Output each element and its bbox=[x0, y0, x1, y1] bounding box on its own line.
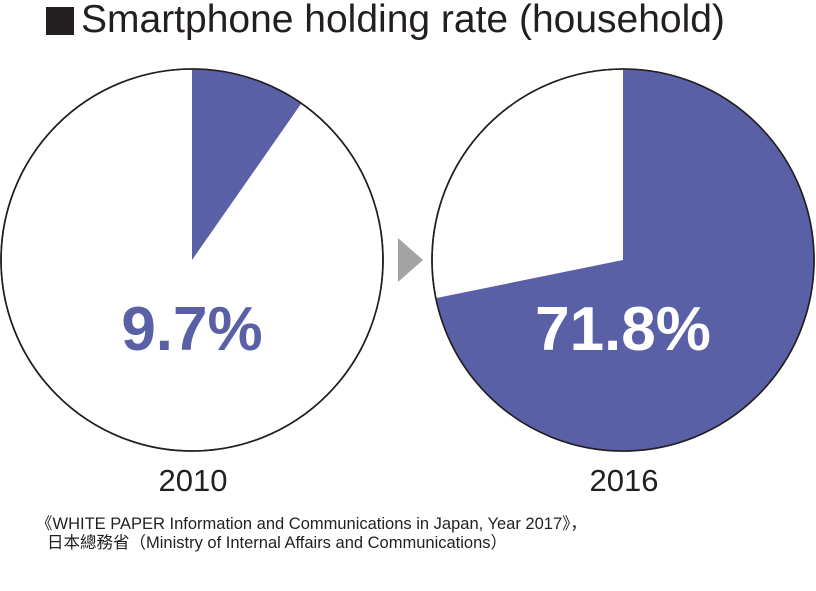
pie-chart-2010: 9.7% 2010 bbox=[0, 68, 384, 498]
square-bullet-icon bbox=[46, 7, 74, 35]
pie-value-label-2010: 9.7% bbox=[121, 295, 262, 364]
source-note: 《WHITE PAPER Information and Communicati… bbox=[36, 515, 587, 553]
source-line-1: 《WHITE PAPER Information and Communicati… bbox=[36, 515, 587, 533]
arrow-right-icon bbox=[398, 238, 423, 282]
chart-title-text: Smartphone holding rate (household) bbox=[81, 0, 725, 41]
pie-outline-2010 bbox=[0, 68, 384, 452]
chart-title: Smartphone holding rate (household) bbox=[46, 0, 725, 40]
pie-chart-2016: 71.8% 2016 bbox=[431, 68, 815, 498]
source-line-2: 日本總務省（Ministry of Internal Affairs and C… bbox=[47, 534, 508, 552]
pie-outline-2016 bbox=[431, 68, 815, 452]
pie-value-label-2016: 71.8% bbox=[535, 295, 711, 364]
pie-year-label-2010: 2010 bbox=[159, 463, 228, 498]
pie-slice-2010 bbox=[192, 69, 302, 260]
pie-year-label-2016: 2016 bbox=[590, 463, 659, 498]
pie-slice-2016 bbox=[435, 69, 815, 451]
